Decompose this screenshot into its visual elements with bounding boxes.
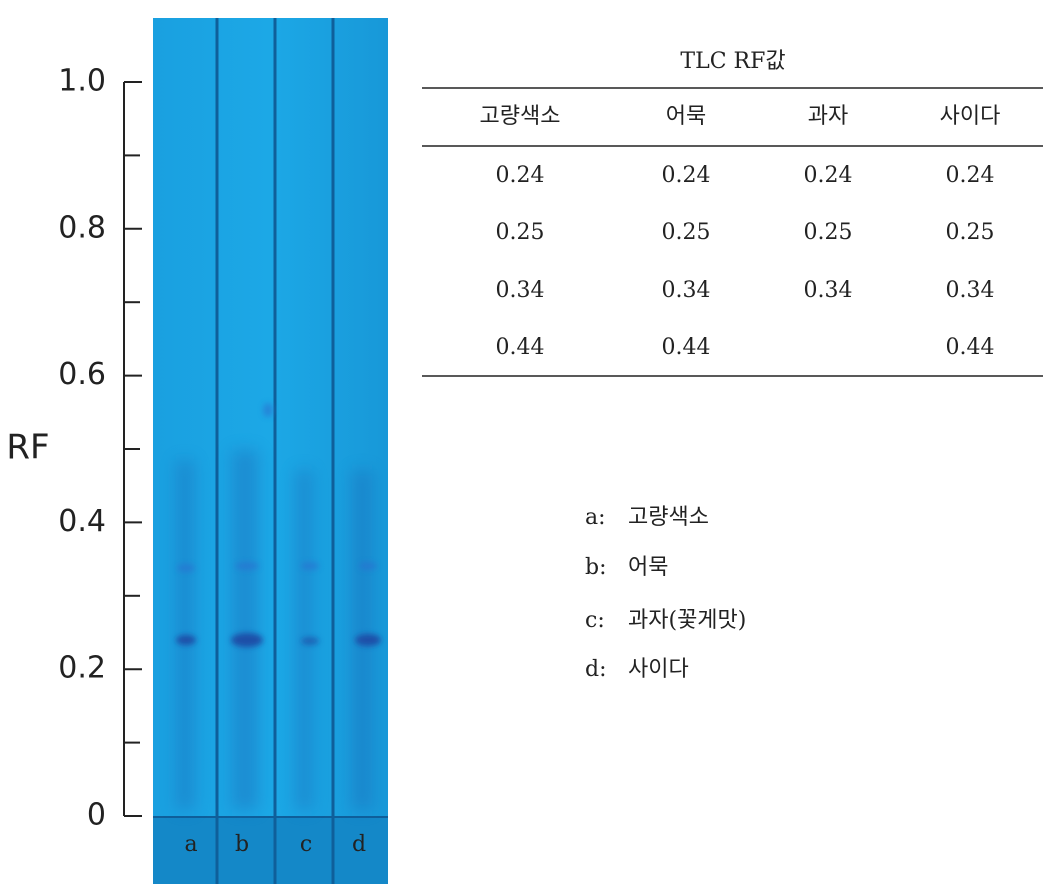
lane-label: c xyxy=(300,832,312,857)
lane-label: d xyxy=(352,832,366,857)
legend-label: 사이다 xyxy=(628,657,689,682)
lane-label: b xyxy=(235,832,249,857)
table-cell: 0.34 xyxy=(946,278,995,303)
table-cell: 0.44 xyxy=(662,335,711,360)
legend-key: b: xyxy=(585,555,607,580)
table-header: 어묵 xyxy=(666,104,706,129)
y-tick-label: 0 xyxy=(87,798,106,833)
legend-key: a: xyxy=(585,505,606,530)
table-cell: 0.44 xyxy=(496,335,545,360)
table-cell: 0.24 xyxy=(662,163,711,188)
table-cell: 0.24 xyxy=(946,163,995,188)
table-rules xyxy=(422,87,1043,377)
y-tick-label: 0.4 xyxy=(58,504,106,539)
legend-key: c: xyxy=(585,608,605,633)
table-header: 과자 xyxy=(808,104,848,129)
table-cell: 0.34 xyxy=(662,278,711,303)
y-tick-label: 0.2 xyxy=(58,651,106,686)
lane-label: a xyxy=(184,832,197,857)
axis-label: RF xyxy=(6,428,49,468)
table-cell: 0.24 xyxy=(496,163,545,188)
table-cell: 0.25 xyxy=(496,220,545,245)
legend-label: 과자(꽃게맛) xyxy=(628,608,746,633)
table-cell: 0.24 xyxy=(804,163,853,188)
table-cell: 0.44 xyxy=(946,335,995,360)
y-tick-label: 0.6 xyxy=(58,357,106,392)
y-tick-label: 0.8 xyxy=(58,210,106,245)
y-tick-label: 1.0 xyxy=(58,64,106,99)
table-cell: 0.34 xyxy=(804,278,853,303)
table-header: 사이다 xyxy=(940,104,1001,129)
legend-label: 어묵 xyxy=(628,555,668,580)
legend-label: 고량색소 xyxy=(628,505,709,530)
table-header: 고량색소 xyxy=(480,104,561,129)
rf-axis: RF 0 0.2 0.4 0.6 0.8 1.0 xyxy=(6,64,142,833)
tlc-plate xyxy=(153,18,388,884)
table-title: TLC RF값 xyxy=(680,49,785,74)
table-cell: 0.25 xyxy=(946,220,995,245)
legend-key: d: xyxy=(585,657,607,682)
table-cell: 0.25 xyxy=(662,220,711,245)
table-cell: 0.25 xyxy=(804,220,853,245)
table-cell: 0.34 xyxy=(496,278,545,303)
